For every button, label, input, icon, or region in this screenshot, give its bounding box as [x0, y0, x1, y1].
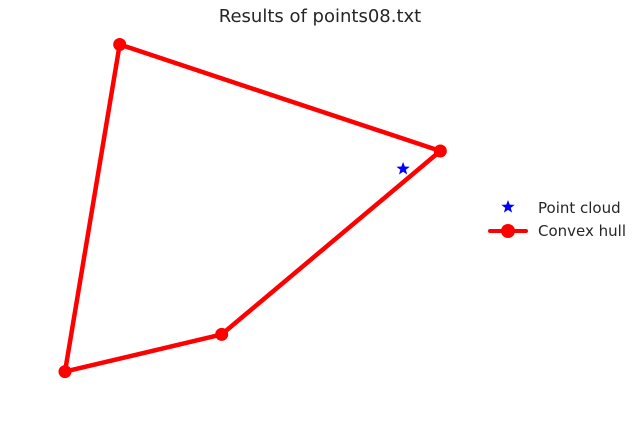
- convex-hull-vertex: [433, 144, 447, 158]
- legend-star-marker: [501, 200, 515, 213]
- legend-label-point-cloud: Point cloud: [538, 199, 621, 217]
- convex-hull-line: [62, 42, 443, 374]
- legend-item-convex-hull: Convex hull: [488, 222, 626, 240]
- chart-title: Results of points08.txt: [219, 6, 421, 27]
- legend-hull-marker: [501, 224, 515, 238]
- convex-hull-vertex: [215, 327, 229, 341]
- legend: Point cloud Convex hull: [488, 199, 626, 240]
- convex-hull-vertex: [113, 38, 127, 51]
- legend-item-point-cloud: Point cloud: [501, 199, 621, 217]
- point-cloud-point: [396, 161, 410, 175]
- convex-hull-vertex: [58, 365, 72, 379]
- plot-area: [58, 38, 447, 379]
- legend-label-convex-hull: Convex hull: [538, 222, 626, 240]
- legend-star-shape: [501, 200, 515, 213]
